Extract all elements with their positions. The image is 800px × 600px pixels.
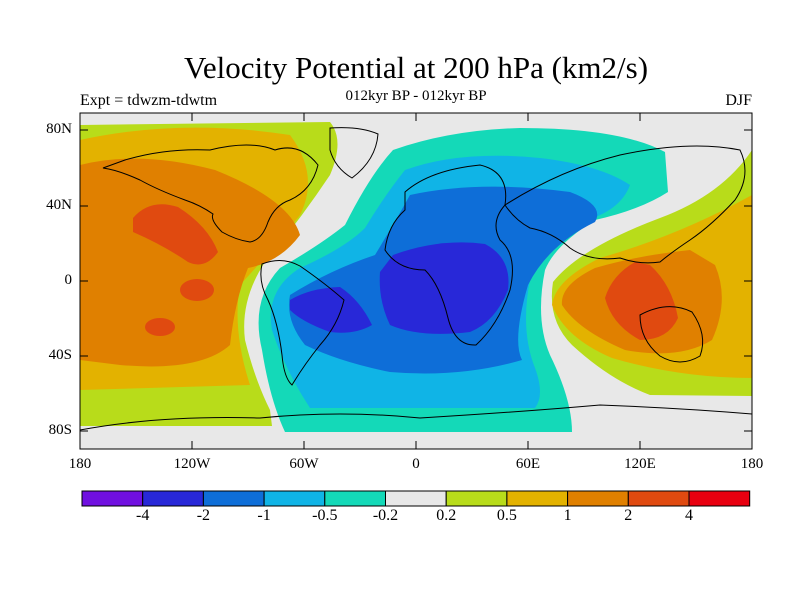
neg-region-core-sa: [290, 287, 372, 333]
x-tick-label: 120E: [624, 456, 656, 472]
colorbar-label: 0.5: [496, 507, 517, 524]
coastlines: [79, 127, 753, 431]
coast-south-america: [260, 260, 345, 386]
pos-region-west-core-small-1: [180, 279, 214, 301]
y-tick-label: 40N: [46, 197, 72, 213]
colorbar-box: [506, 490, 569, 507]
colorbar-label: -2: [196, 507, 211, 524]
colorbar-box: [263, 490, 326, 507]
colorbar-label: 0.2: [436, 507, 457, 524]
colorbar-label: -1: [257, 507, 271, 524]
axis-ticks: [80, 113, 752, 449]
x-tick-label: 120W: [173, 456, 211, 472]
map-title: Velocity Potential at 200 hPa (km2/s): [183, 50, 649, 85]
colorbar-label: 4: [685, 507, 693, 524]
experiment-label: Expt = tdwzm-tdwtm: [80, 92, 218, 109]
colorbar-box: [324, 490, 386, 507]
coast-antarctica: [79, 404, 753, 431]
x-tick-label: 180: [740, 456, 764, 472]
colorbar-label: -0.5: [312, 507, 338, 524]
x-tick-label: 60E: [515, 456, 541, 472]
colorbar-label: -4: [136, 507, 150, 524]
season-label: DJF: [725, 92, 752, 109]
y-tick-label: 40S: [48, 347, 72, 363]
colorbar-box: [567, 490, 629, 507]
y-tick-label: 80S: [48, 422, 72, 438]
x-tick-label: 60W: [289, 456, 319, 472]
pos-region-west-core-small-2: [145, 318, 175, 336]
coast-asia: [504, 145, 746, 264]
colorbar: [81, 490, 751, 507]
colorbar-box: [688, 490, 751, 507]
colorbar-box: [627, 490, 690, 507]
colorbar-box: [142, 490, 204, 507]
contour-field: [80, 113, 752, 449]
colorbar-label: 2: [624, 507, 633, 524]
x-tick-label: 0: [412, 456, 420, 472]
y-tick-label: 0: [64, 272, 73, 288]
coast-europe-africa: [384, 164, 513, 346]
colorbar-box: [202, 490, 265, 507]
colorbar-box: [445, 490, 508, 507]
neg-region-core-africa: [379, 242, 509, 334]
period-label: 012kyr BP - 012kyr BP: [345, 88, 487, 104]
coast-australia: [639, 306, 704, 363]
coast-north-america: [102, 144, 319, 243]
colorbar-box: [385, 490, 447, 507]
coast-greenland: [329, 127, 379, 179]
pos-region-east-core: [605, 262, 678, 340]
y-tick-label: 80N: [46, 121, 72, 137]
colorbar-label: 1: [563, 507, 572, 524]
colorbar-box: [81, 490, 144, 507]
pos-region-west-core: [133, 204, 218, 265]
x-tick-label: 180: [68, 456, 92, 472]
colorbar-label: -0.2: [372, 507, 399, 524]
